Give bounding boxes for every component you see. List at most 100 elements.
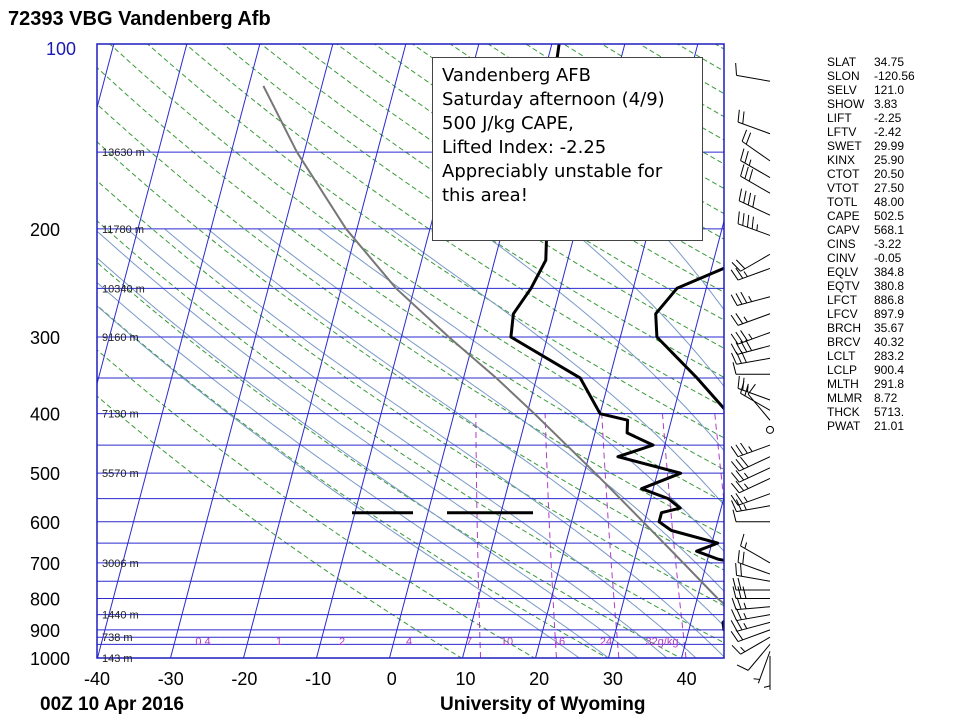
index-row: LFCT 886.8	[827, 293, 955, 307]
barb-staff	[736, 574, 771, 582]
barb-flag	[731, 597, 737, 610]
barb-flag	[744, 166, 749, 179]
mixing-ratio-label: 7	[466, 636, 472, 648]
index-value: -0.05	[874, 251, 902, 265]
barb-staff	[738, 200, 771, 216]
temperature-tick-label: 0	[387, 669, 397, 689]
wind-barb	[730, 330, 771, 345]
index-value: 25.90	[874, 153, 905, 167]
height-labels: 143 m 738 m 1440 m 3006 m 5570 m 7130 m 9160 m…	[102, 147, 145, 665]
index-row: LCLP 900.4	[827, 363, 955, 377]
barb-staff	[757, 651, 771, 684]
mixing-ratio-label: 1	[276, 636, 282, 648]
pressure-tick-label: 100	[46, 39, 76, 59]
index-name: SLAT	[827, 55, 857, 69]
barb-staff	[740, 160, 771, 178]
barb-flag	[747, 192, 752, 206]
mixing-ratio-line	[475, 413, 481, 658]
barb-staff	[737, 296, 771, 307]
index-name: SELV	[827, 83, 857, 97]
index-row: MLMR 8.72	[827, 391, 955, 405]
wind-barb	[731, 253, 771, 272]
wind-barb	[732, 509, 770, 523]
index-name: MLMR	[827, 391, 863, 405]
wind-barb	[732, 362, 770, 375]
barb-half-flag	[743, 271, 748, 277]
barb-staff	[740, 545, 771, 564]
annotation-box: Vandenberg AFB Saturday afternoon (4/9) …	[432, 57, 703, 241]
mixing-ratio-line	[896, 414, 946, 658]
barb-half-flag	[748, 333, 753, 340]
barb-staff	[738, 456, 771, 472]
pressure-tick-label: 700	[30, 554, 60, 574]
pressure-tick-label: 200	[30, 220, 60, 240]
index-value: 384.8	[874, 265, 905, 279]
mixing-ratio-label: 16	[553, 636, 565, 648]
moist-adiabat	[97, 230, 668, 658]
height-label: 5570 m	[102, 468, 139, 480]
barb-flag	[732, 362, 737, 375]
barb-staff	[737, 621, 771, 632]
wind-barb	[753, 651, 771, 684]
annotation-line: Lifted Index: -2.25	[442, 137, 607, 158]
barb-staff	[737, 332, 771, 345]
index-name: LFTV	[827, 125, 857, 139]
barb-flag	[735, 293, 743, 305]
barb-staff	[736, 606, 771, 611]
annotation-line: this area!	[442, 185, 528, 206]
annotation-line: Saturday afternoon (4/9)	[442, 89, 665, 110]
barb-staff	[740, 636, 771, 655]
calm-circle	[766, 425, 774, 434]
wind-barb	[731, 477, 771, 494]
temperature-tick-label: 20	[529, 669, 549, 689]
dry-adiabat	[97, 261, 682, 658]
index-row: KINX 25.90	[827, 153, 955, 167]
index-value: -3.22	[874, 237, 902, 251]
index-row: CTOT 20.50	[827, 167, 955, 181]
wind-barb	[738, 188, 771, 216]
barb-staff	[736, 614, 771, 622]
index-value: 5713.	[874, 405, 905, 419]
wind-barb	[735, 62, 771, 82]
barb-half-flag	[748, 159, 752, 166]
barb-half-flag	[740, 646, 746, 653]
barb-flag	[737, 577, 742, 591]
annotation-line: Vandenberg AFB	[442, 65, 592, 86]
index-row: THCK 5713.	[827, 405, 955, 419]
barb-flag	[735, 62, 738, 76]
height-label: 3006 m	[102, 558, 139, 570]
wind-barb	[731, 636, 771, 655]
barb-staff	[737, 561, 771, 575]
temperature-tick-label: -40	[84, 669, 110, 689]
index-value: 3.83	[874, 97, 898, 111]
barb-flag	[731, 262, 741, 272]
wind-barb	[730, 267, 771, 281]
pressure-tick-labels: 100 200 300 400 500 600 700 800 900 1000	[30, 39, 76, 669]
mixing-ratio-line	[601, 413, 620, 658]
index-value: 568.1	[874, 223, 905, 237]
isotherm	[97, 44, 188, 386]
isotherm	[169, 44, 334, 658]
dry-adiabat	[97, 304, 609, 658]
index-value: -2.25	[874, 111, 902, 125]
barb-staff	[737, 444, 771, 458]
height-label: 7130 m	[102, 409, 139, 421]
dry-adiabat	[222, 44, 724, 378]
temperature-tick-label: 30	[603, 669, 623, 689]
pressure-tick-label: 600	[30, 513, 60, 533]
wind-barb	[736, 644, 771, 671]
wind-barb	[740, 533, 771, 564]
index-name: CTOT	[827, 167, 860, 181]
barb-half-flag	[763, 685, 771, 688]
barb-half-flag	[743, 483, 749, 489]
barb-staff	[737, 345, 771, 355]
barb-flag	[751, 216, 754, 229]
barb-flag	[744, 151, 749, 164]
index-name: CAPV	[827, 223, 860, 237]
index-value: -2.42	[874, 125, 902, 139]
pressure-tick-label: 500	[30, 464, 60, 484]
mixing-ratio-line	[662, 413, 687, 658]
barb-flag	[748, 169, 754, 182]
barb-flag	[745, 339, 753, 351]
pressure-tick-label: 400	[30, 405, 60, 425]
